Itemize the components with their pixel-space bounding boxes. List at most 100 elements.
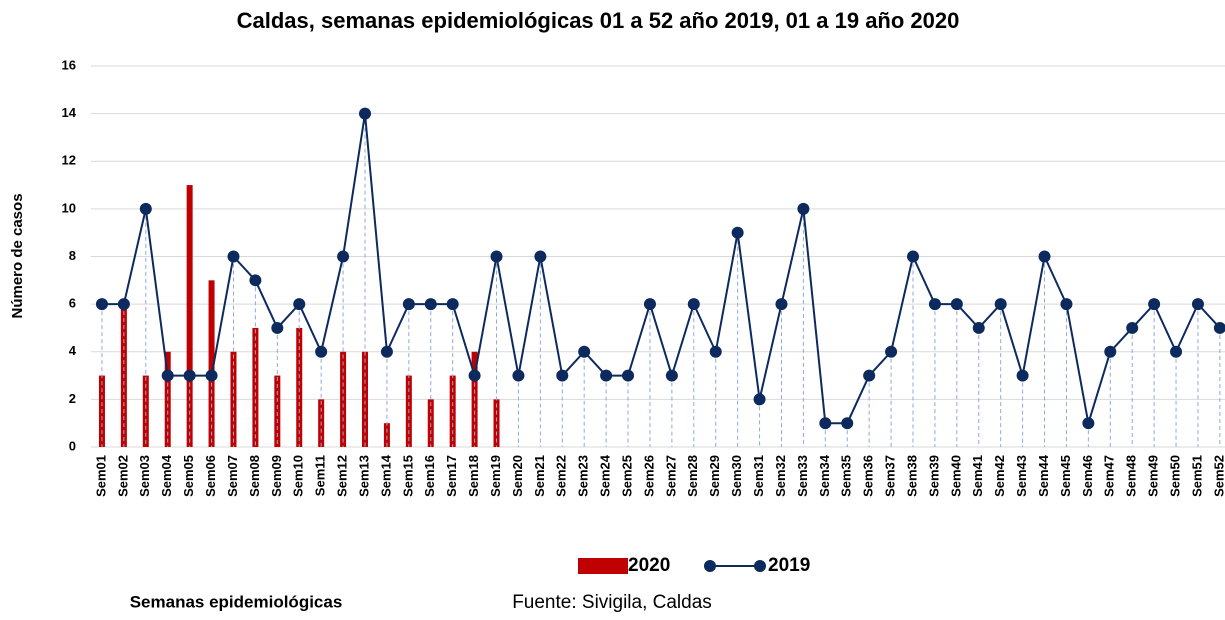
legend-swatch xyxy=(754,560,766,572)
x-tick-label: Sem22 xyxy=(554,455,569,497)
x-tick-label: Sem35 xyxy=(839,455,854,497)
point xyxy=(1082,417,1095,430)
point xyxy=(271,321,284,334)
x-tick-label: Sem50 xyxy=(1167,455,1182,497)
point xyxy=(139,202,152,215)
point xyxy=(753,393,766,406)
point xyxy=(468,369,481,382)
x-tick-label: Sem15 xyxy=(400,455,415,497)
x-tick-label: Sem25 xyxy=(619,455,634,497)
x-tick-label: Sem31 xyxy=(751,455,766,497)
point xyxy=(643,298,656,311)
point xyxy=(402,298,415,311)
bar xyxy=(186,185,193,447)
x-tick-label: Sem10 xyxy=(291,455,306,497)
point xyxy=(249,274,262,287)
x-tick-label: Sem01 xyxy=(93,455,108,497)
point xyxy=(380,345,393,358)
x-tick-label: Sem05 xyxy=(181,455,196,497)
y-tick-label: 12 xyxy=(62,153,76,168)
point xyxy=(95,298,108,311)
point xyxy=(775,298,788,311)
point xyxy=(1126,321,1139,334)
x-tick-label: Sem49 xyxy=(1146,455,1161,497)
point xyxy=(731,226,744,239)
legend-swatch xyxy=(704,560,716,572)
point xyxy=(600,369,613,382)
x-tick-label: Sem48 xyxy=(1124,455,1139,497)
x-tick-label: Sem09 xyxy=(269,455,284,497)
x-tick-label: Sem20 xyxy=(510,455,525,497)
point xyxy=(490,250,503,263)
x-tick-label: Sem28 xyxy=(685,455,700,497)
x-tick-label: Sem41 xyxy=(970,455,985,497)
x-tick-label: Sem03 xyxy=(137,455,152,497)
x-tick-label: Sem33 xyxy=(795,455,810,497)
point xyxy=(1060,298,1073,311)
point xyxy=(1016,369,1029,382)
y-tick-label: 10 xyxy=(62,200,76,215)
point xyxy=(512,369,525,382)
x-tick-label: Sem07 xyxy=(225,455,240,497)
y-tick-label: 0 xyxy=(69,438,76,453)
x-tick-label: Sem30 xyxy=(729,455,744,497)
source-note: Fuente: Sivigila, Caldas xyxy=(512,592,712,613)
point xyxy=(841,417,854,430)
x-tick-label: Sem12 xyxy=(335,455,350,497)
point xyxy=(907,250,919,263)
x-tick-label: Sem51 xyxy=(1189,455,1204,497)
x-tick-label: Sem36 xyxy=(861,455,876,497)
point xyxy=(1148,298,1161,311)
point xyxy=(709,345,722,358)
point xyxy=(928,298,941,311)
line xyxy=(101,113,1221,425)
point xyxy=(161,369,174,382)
point xyxy=(578,345,591,358)
bar xyxy=(274,375,281,447)
x-tick-label: Sem38 xyxy=(904,455,919,497)
point xyxy=(687,298,700,311)
y-tick-label: 8 xyxy=(69,248,76,263)
x-tick-label: Sem02 xyxy=(115,455,130,497)
point xyxy=(446,298,459,311)
x-tick-label: Sem42 xyxy=(992,455,1007,497)
legend-swatch xyxy=(578,558,628,574)
legend-label: 2020 xyxy=(628,555,670,576)
x-tick-label: Sem40 xyxy=(948,455,963,497)
x-tick-label: Sem17 xyxy=(444,455,459,497)
x-tick-label: Sem13 xyxy=(356,455,371,497)
y-tick-label: 6 xyxy=(69,296,76,311)
x-tick-label: Sem11 xyxy=(313,455,328,496)
x-tick-label: Sem44 xyxy=(1036,454,1051,497)
x-tick-label: Sem43 xyxy=(1014,455,1029,497)
point xyxy=(424,298,437,311)
y-tick-label: 4 xyxy=(69,343,77,358)
point xyxy=(994,298,1007,311)
y-tick-label: 16 xyxy=(62,57,76,72)
x-tick-label: Sem45 xyxy=(1058,455,1073,497)
point xyxy=(337,250,350,263)
point xyxy=(1170,345,1183,358)
bar xyxy=(383,423,390,447)
point xyxy=(885,345,898,358)
x-tick-label: Sem21 xyxy=(532,455,547,497)
x-tick-label: Sem52 xyxy=(1211,455,1225,497)
x-tick-label: Sem23 xyxy=(576,455,591,497)
point xyxy=(797,202,810,215)
x-tick-label: Sem18 xyxy=(466,455,481,497)
x-tick-label: Sem34 xyxy=(817,454,832,497)
point xyxy=(227,250,240,263)
x-tick-label: Sem27 xyxy=(663,455,678,497)
point xyxy=(205,369,218,382)
point xyxy=(665,369,678,382)
bar xyxy=(362,351,368,447)
point xyxy=(117,298,130,311)
x-tick-label: Sem32 xyxy=(773,455,788,497)
y-tick-label: 14 xyxy=(62,105,77,120)
point xyxy=(556,369,569,382)
bar xyxy=(208,280,215,447)
y-axis-label: Número de casos xyxy=(9,193,26,318)
bar xyxy=(493,399,500,447)
y-tick-label: 2 xyxy=(69,391,76,406)
legend-label: 2019 xyxy=(768,555,810,576)
